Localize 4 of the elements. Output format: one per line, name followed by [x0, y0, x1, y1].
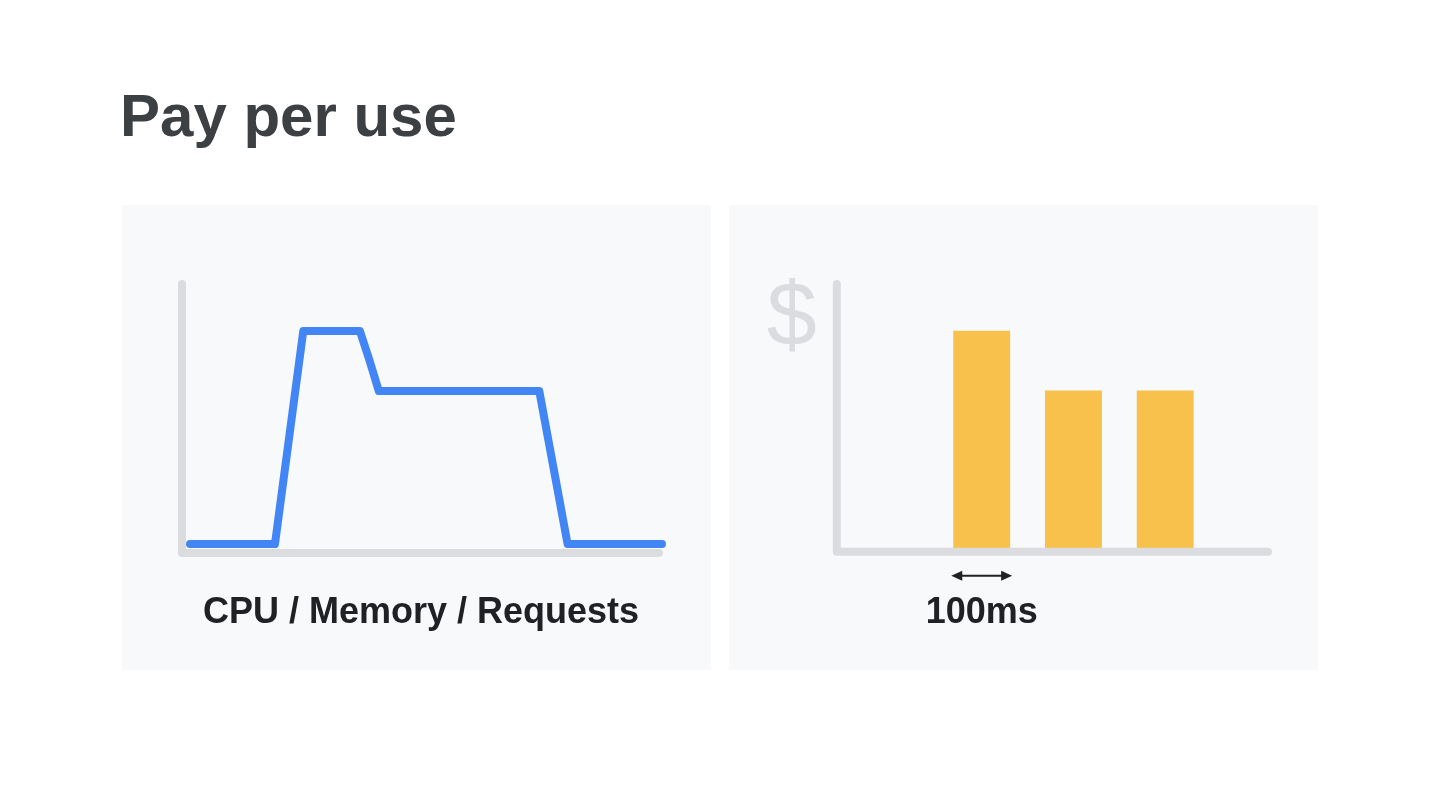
x-axis-title: CPU / Memory / Requests	[202, 590, 640, 631]
y-axis-title: $	[766, 264, 817, 364]
text: 100ms	[925, 589, 1038, 631]
chart-title: Pay per use	[120, 82, 457, 149]
